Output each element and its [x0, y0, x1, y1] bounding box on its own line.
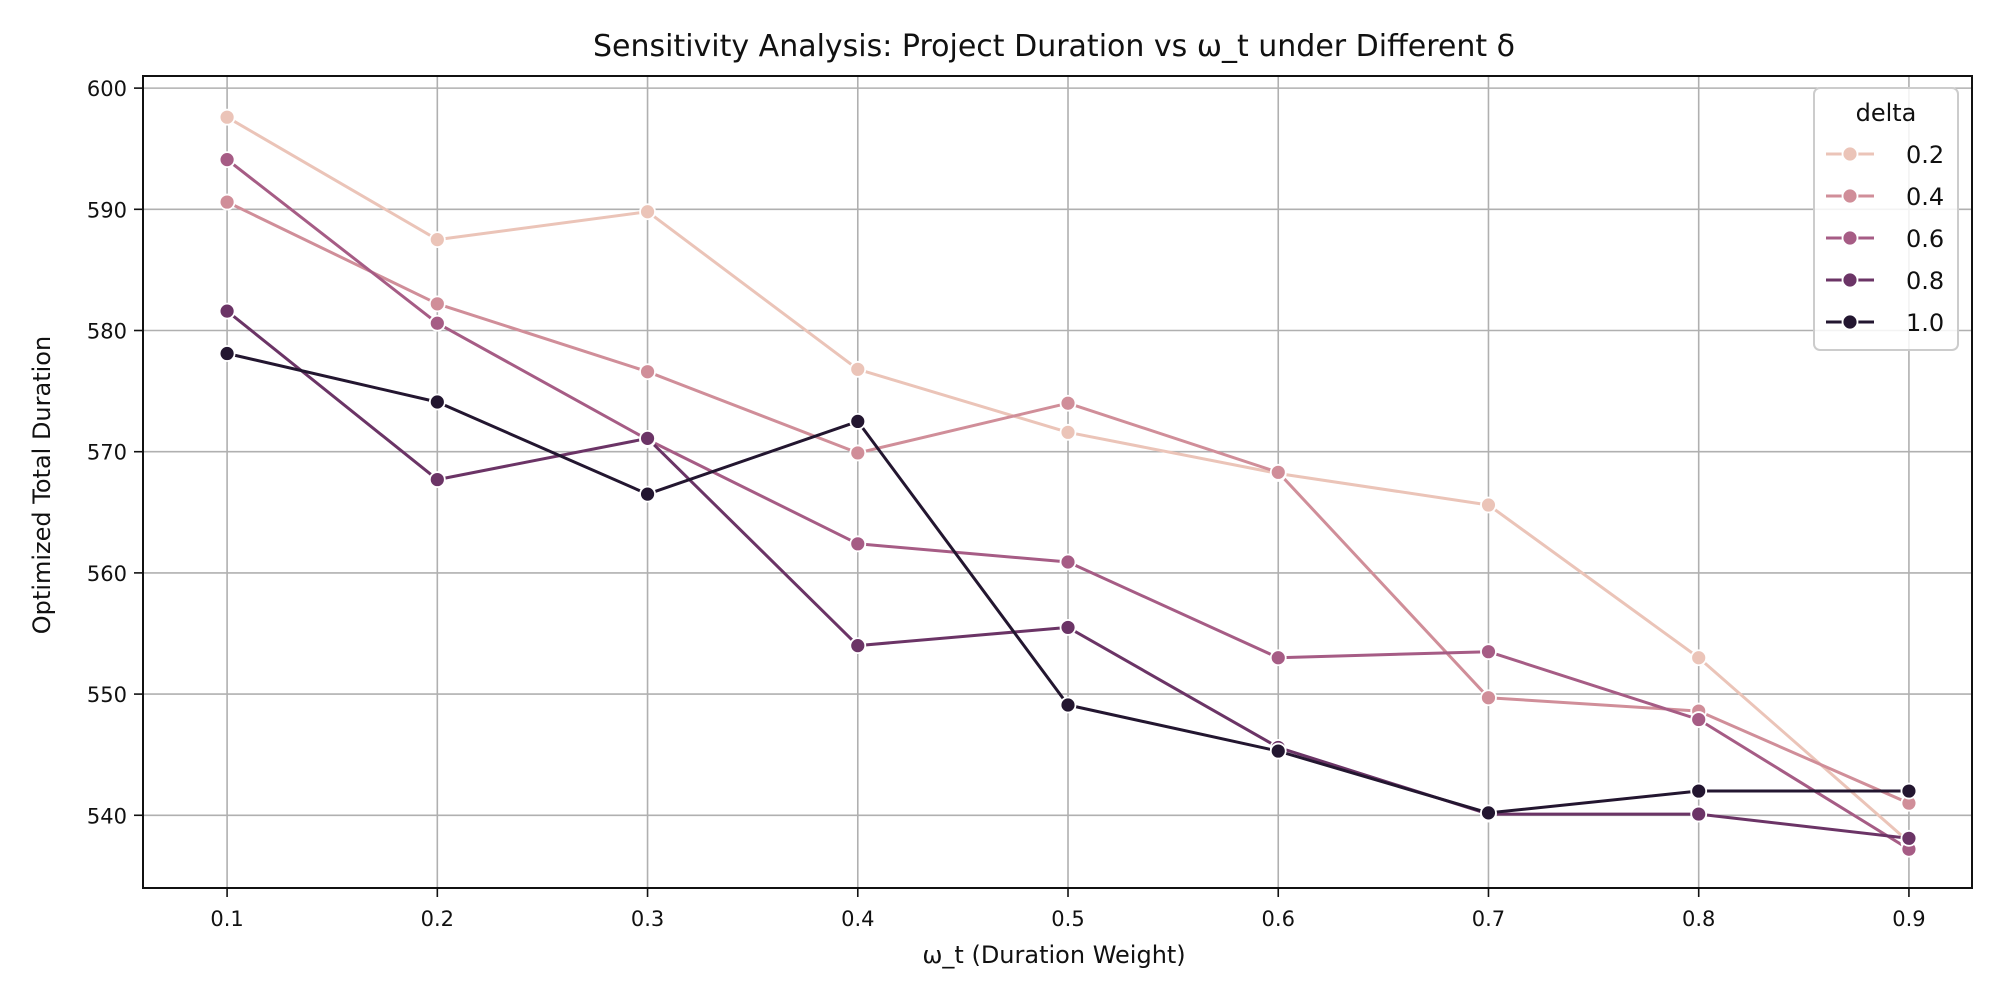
data-point-0-6: [1690, 711, 1708, 728]
data-point-0-2: [218, 108, 236, 126]
y-tick-label: 560: [87, 562, 127, 586]
data-point-1-0: [1900, 782, 1918, 800]
data-point-0-2: [428, 231, 446, 249]
data-point-0-8: [428, 471, 446, 488]
x-axis-title: ω_t (Duration Weight): [922, 941, 1185, 969]
data-point-0-6: [1269, 649, 1287, 667]
legend-swatch-marker: [1841, 187, 1859, 205]
x-tick-label: 0.8: [1682, 907, 1715, 931]
data-point-0-8: [639, 429, 656, 447]
data-point-0-2: [1480, 496, 1497, 514]
legend-item-0-4: 0.4: [1826, 183, 1944, 211]
legend: delta 0.2 0.4 0.6 0.8 1.0: [1813, 87, 1959, 351]
legend-label: 0.8: [1906, 267, 1944, 295]
data-point-0-2: [1690, 649, 1708, 667]
data-point-1-0: [1690, 782, 1708, 800]
legend-label: 0.2: [1906, 141, 1944, 169]
data-point-0-4: [428, 295, 446, 313]
chart-title: Sensitivity Analysis: Project Duration v…: [593, 29, 1515, 64]
data-point-1-0: [428, 393, 446, 411]
data-point-0-6: [1480, 643, 1497, 661]
x-tick-label: 0.9: [1892, 907, 1925, 931]
legend-swatch-marker: [1841, 229, 1859, 247]
y-tick-label: 570: [87, 441, 127, 465]
data-point-0-8: [1900, 829, 1918, 847]
x-tick-label: 0.2: [421, 907, 454, 931]
data-point-0-6: [218, 151, 236, 169]
data-point-1-0: [218, 345, 236, 362]
legend-item-0-8: 0.8: [1826, 267, 1944, 295]
data-point-0-2: [1059, 423, 1077, 441]
legend-swatch-marker: [1841, 145, 1859, 163]
data-point-0-2: [639, 203, 656, 221]
data-point-0-4: [849, 444, 867, 462]
data-point-0-6: [849, 535, 867, 553]
data-point-0-4: [639, 363, 656, 381]
data-point-1-0: [1059, 696, 1077, 714]
data-point-1-0: [639, 485, 656, 503]
y-tick-label: 550: [87, 683, 127, 707]
legend-label: 0.6: [1906, 225, 1944, 253]
legend-item-1-0: 1.0: [1826, 309, 1944, 337]
data-point-0-2: [849, 360, 867, 378]
axis-ticks: 0.1 0.2 0.3 0.4 0.5 0.6 0.7 0.8 0.9 540 550 560 570 5…: [87, 77, 1926, 931]
x-tick-label: 0.6: [1262, 907, 1295, 931]
plot-frame: [142, 75, 1973, 889]
y-tick-label: 600: [87, 77, 127, 101]
legend-swatch-marker: [1841, 313, 1859, 331]
data-point-0-8: [1690, 805, 1708, 823]
x-tick-label: 0.5: [1051, 907, 1084, 931]
x-tick-label: 0.3: [631, 907, 664, 931]
data-point-1-0: [1480, 804, 1497, 822]
x-tick-label: 0.7: [1472, 907, 1505, 931]
data-point-0-4: [1059, 394, 1077, 412]
y-axis-title: Optimized Total Duration: [28, 336, 56, 634]
legend-title: delta: [1856, 99, 1917, 127]
data-point-0-6: [1059, 553, 1077, 571]
legend-label: 1.0: [1906, 309, 1944, 337]
data-point-0-4: [1480, 689, 1497, 707]
legend-item-0-2: 0.2: [1826, 141, 1944, 169]
data-point-0-6: [428, 314, 446, 332]
data-point-0-8: [218, 302, 236, 320]
data-point-1-0: [1269, 742, 1287, 760]
legend-label: 0.4: [1906, 183, 1944, 211]
x-tick-label: 0.4: [841, 907, 874, 931]
data-point-0-4: [1269, 463, 1287, 481]
data-point-0-4: [218, 193, 236, 211]
series-markers: [218, 108, 1918, 858]
y-tick-label: 590: [87, 198, 127, 222]
data-point-1-0: [849, 413, 867, 430]
legend-swatch-marker: [1841, 271, 1859, 289]
data-point-0-8: [1059, 619, 1077, 636]
x-tick-label: 0.1: [210, 907, 243, 931]
legend-item-0-6: 0.6: [1826, 225, 1944, 253]
data-point-0-8: [849, 637, 867, 655]
y-tick-label: 580: [87, 320, 127, 344]
legend-items: 0.2 0.4 0.6 0.8 1.0: [1826, 141, 1944, 337]
y-tick-label: 540: [87, 804, 127, 828]
